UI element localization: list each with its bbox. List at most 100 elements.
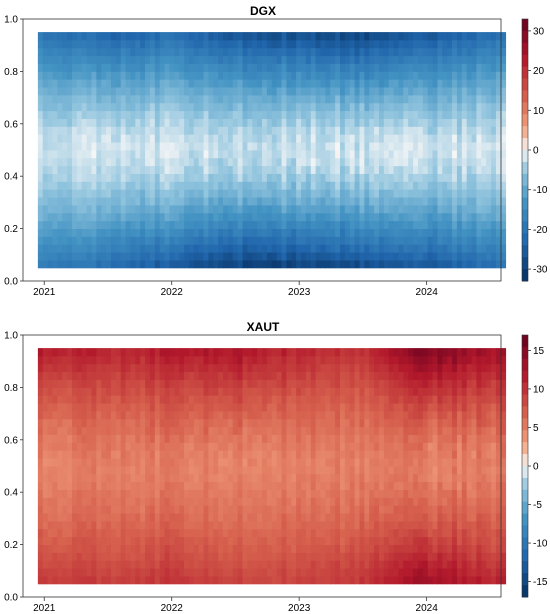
heatmap-cell xyxy=(232,513,239,522)
heatmap-cell xyxy=(481,63,487,72)
heatmap-cell xyxy=(71,189,78,198)
heatmap-cell xyxy=(86,87,92,96)
heatmap-cell xyxy=(149,260,156,269)
heatmap-cell xyxy=(67,244,73,253)
heatmap-cell xyxy=(320,94,326,104)
heatmap-cell xyxy=(145,505,151,514)
heatmap-cell xyxy=(374,236,380,245)
heatmap-cell xyxy=(71,363,78,373)
heatmap-cell xyxy=(374,212,380,222)
heatmap-cell xyxy=(262,102,268,112)
heatmap-cell xyxy=(335,39,341,49)
heatmap-cell xyxy=(154,102,161,112)
heatmap-cell xyxy=(417,244,424,253)
heatmap-cell xyxy=(62,32,68,41)
heatmap-cell xyxy=(203,79,209,88)
heatmap-cell xyxy=(286,55,292,64)
heatmap-cell xyxy=(213,220,219,229)
heatmap-cell xyxy=(110,102,117,112)
heatmap-cell xyxy=(417,87,424,96)
heatmap-cell xyxy=(106,426,112,435)
heatmap-cell xyxy=(383,260,390,269)
heatmap-cell xyxy=(42,205,49,214)
heatmap-cell xyxy=(159,126,165,135)
heatmap-cell xyxy=(393,126,399,135)
heatmap-cell xyxy=(193,544,200,553)
heatmap-cell xyxy=(242,371,248,380)
heatmap-cell xyxy=(305,55,312,64)
heatmap-cell xyxy=(213,410,219,420)
heatmap-cell xyxy=(71,576,78,585)
heatmap-cell xyxy=(369,32,375,41)
heatmap-cell xyxy=(159,244,165,253)
heatmap-cell xyxy=(344,47,351,57)
heatmap-cell xyxy=(237,410,243,420)
heatmap-cell xyxy=(154,505,161,514)
heatmap-cell xyxy=(276,473,282,483)
heatmap-cell xyxy=(364,481,370,490)
heatmap-cell xyxy=(184,189,190,198)
heatmap-cell xyxy=(184,39,190,49)
heatmap-cell xyxy=(315,560,321,569)
heatmap-cell xyxy=(184,536,190,545)
heatmap-cell xyxy=(198,521,204,530)
heatmap-cell xyxy=(335,513,341,522)
heatmap-cell xyxy=(481,244,487,253)
heatmap-cell xyxy=(325,63,331,72)
heatmap-cell xyxy=(71,94,78,104)
heatmap-cell xyxy=(330,87,336,96)
heatmap-cell xyxy=(344,87,351,96)
heatmap-cell xyxy=(354,134,360,143)
heatmap-cell xyxy=(452,220,458,229)
heatmap-cell xyxy=(481,87,487,96)
heatmap-cell xyxy=(76,181,83,190)
heatmap-cell xyxy=(145,94,151,104)
heatmap-cell xyxy=(315,536,321,545)
heatmap-cell xyxy=(427,236,433,245)
heatmap-cell xyxy=(169,387,175,396)
heatmap-cell xyxy=(242,403,248,412)
heatmap-cell xyxy=(461,102,468,112)
heatmap-cell xyxy=(37,220,44,229)
heatmap-cell xyxy=(57,481,63,490)
heatmap-cell xyxy=(315,410,321,420)
heatmap-cell xyxy=(71,205,78,214)
heatmap-cell xyxy=(310,442,317,451)
heatmap-cell xyxy=(252,544,258,553)
heatmap-cell xyxy=(125,173,131,182)
heatmap-cell xyxy=(145,236,151,245)
heatmap-cell xyxy=(349,560,356,569)
heatmap-cell xyxy=(291,379,297,388)
heatmap-cell xyxy=(378,220,385,229)
heatmap-cell xyxy=(149,212,156,222)
heatmap-cell xyxy=(154,403,161,412)
heatmap-cell xyxy=(339,94,346,104)
heatmap-cell xyxy=(67,189,73,198)
heatmap-cell xyxy=(486,63,492,72)
heatmap-cell xyxy=(67,55,73,64)
heatmap-cell xyxy=(110,244,117,253)
heatmap-cell xyxy=(310,157,317,167)
heatmap-cell xyxy=(374,79,380,88)
heatmap-cell xyxy=(393,102,399,112)
heatmap-cell xyxy=(198,348,204,357)
heatmap-cell xyxy=(369,55,375,64)
heatmap-cell xyxy=(403,189,409,198)
heatmap-cell xyxy=(135,348,141,357)
heatmap-cell xyxy=(115,528,122,538)
heatmap-cell xyxy=(188,355,195,365)
heatmap-cell xyxy=(101,189,107,198)
heatmap-cell xyxy=(262,442,268,451)
heatmap-cell xyxy=(247,197,253,206)
heatmap-cell xyxy=(169,71,175,80)
heatmap-cell xyxy=(486,212,492,222)
heatmap-cell xyxy=(164,379,170,388)
heatmap-cell xyxy=(218,197,224,206)
heatmap-cell xyxy=(164,473,170,483)
heatmap-cell xyxy=(110,165,117,174)
heatmap-cell xyxy=(227,576,234,585)
heatmap-cell xyxy=(174,489,180,498)
heatmap-cell xyxy=(344,418,351,428)
heatmap-cell xyxy=(447,165,453,174)
heatmap-cell xyxy=(81,481,87,490)
